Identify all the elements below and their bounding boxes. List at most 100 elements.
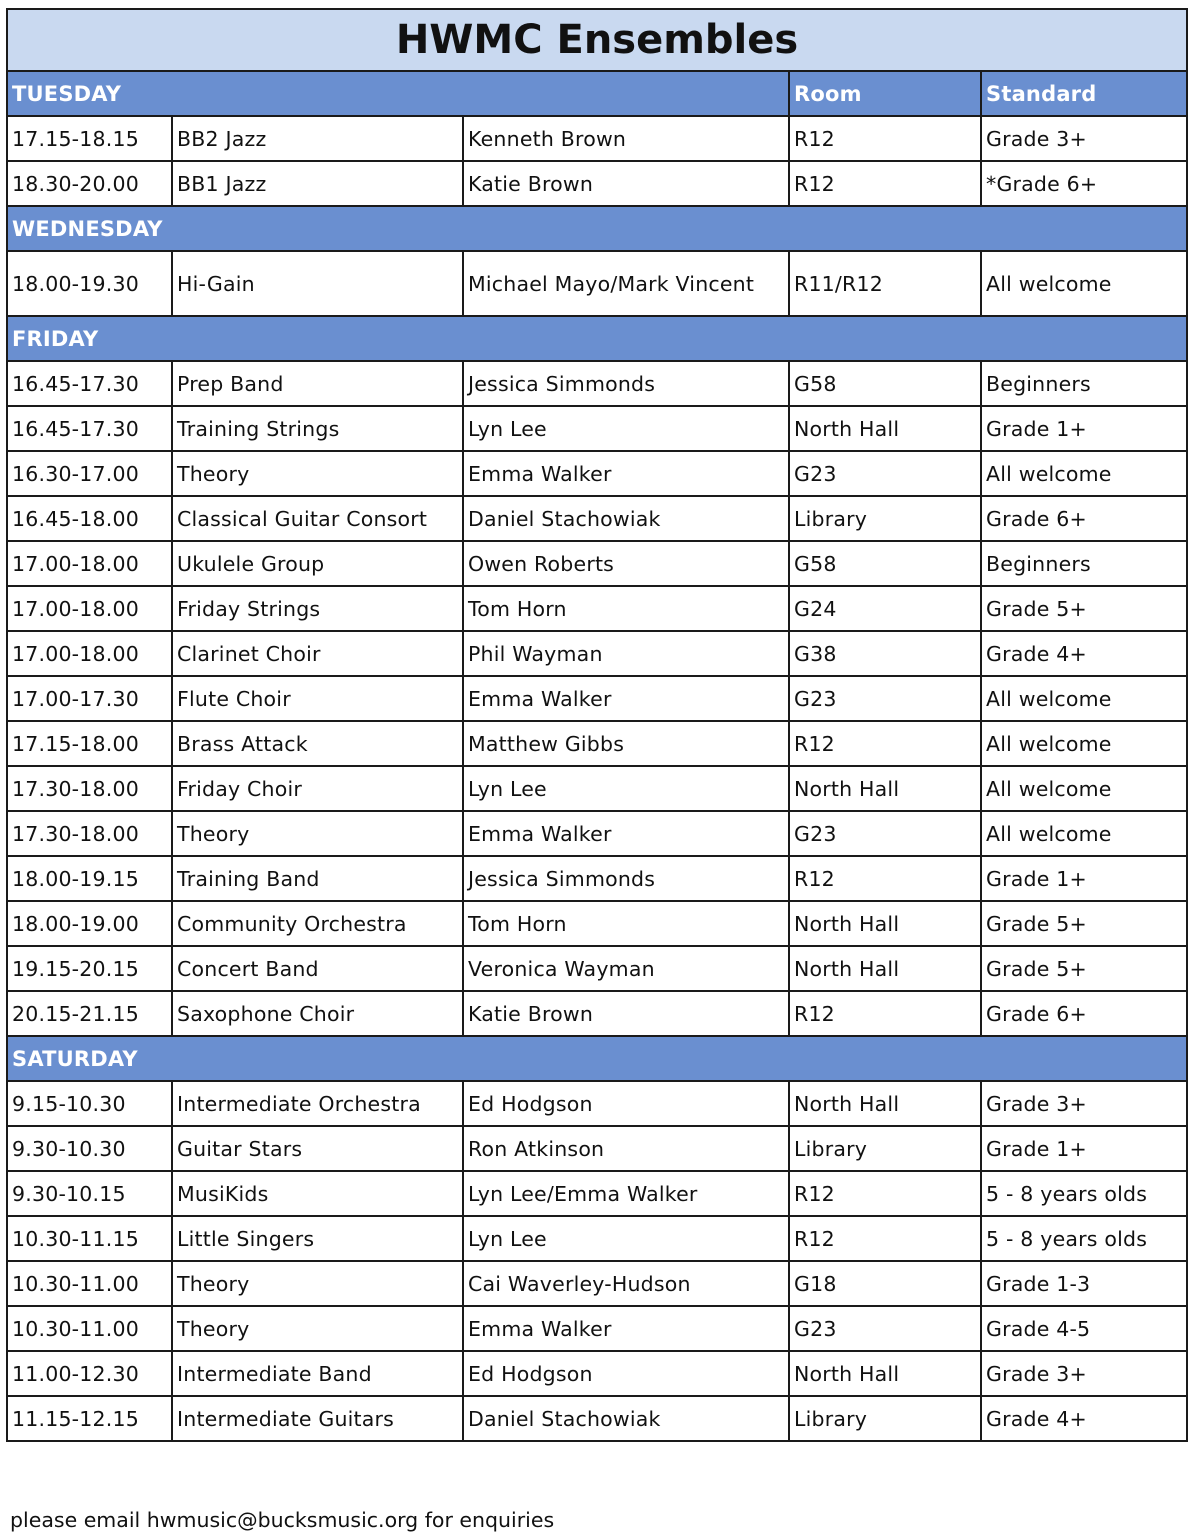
cell-standard: All welcome	[979, 810, 1189, 857]
cell-leader: Ed Hodgson	[462, 1080, 790, 1127]
cell-standard: All welcome	[979, 250, 1189, 317]
cell-standard: Grade 1+	[979, 405, 1189, 452]
cell-time: 19.15-20.15	[6, 945, 173, 992]
cell-leader: Owen Roberts	[462, 540, 790, 587]
page-title: HWMC Ensembles	[5, 8, 1189, 72]
day-header-wednesday: WEDNESDAY	[5, 205, 1189, 252]
table-row: 16.45-17.30 Prep Band Jessica Simmonds G58 B…	[6, 360, 1189, 407]
day-label: WEDNESDAY	[5, 205, 1189, 252]
cell-ensemble: Community Orchestra	[171, 900, 464, 947]
cell-leader: Emma Walker	[462, 675, 790, 722]
cell-ensemble: Little Singers	[171, 1215, 464, 1262]
cell-leader: Tom Horn	[462, 585, 790, 632]
cell-room: Library	[788, 1125, 982, 1172]
cell-standard: 5 - 8 years olds	[979, 1215, 1189, 1262]
table-row: 17.00-18.00 Ukulele Group Owen Roberts G58 B…	[6, 540, 1189, 587]
cell-room: R12	[788, 160, 982, 207]
cell-time: 9.30-10.30	[6, 1125, 173, 1172]
column-header-standard: Standard	[979, 70, 1189, 117]
cell-ensemble: Brass Attack	[171, 720, 464, 767]
cell-leader: Phil Wayman	[462, 630, 790, 677]
cell-room: Library	[788, 495, 982, 542]
cell-standard: Grade 6+	[979, 990, 1189, 1037]
cell-standard: Grade 4+	[979, 1395, 1189, 1442]
cell-ensemble: Hi-Gain	[171, 250, 464, 317]
cell-room: G38	[788, 630, 982, 677]
cell-leader: Katie Brown	[462, 160, 790, 207]
table-row: 19.15-20.15 Concert Band Veronica Wayman No…	[6, 945, 1189, 992]
cell-leader: Katie Brown	[462, 990, 790, 1037]
cell-standard: Grade 3+	[979, 1350, 1189, 1397]
cell-room: R12	[788, 1215, 982, 1262]
table-row: 11.15-12.15 Intermediate Guitars Daniel St…	[6, 1395, 1189, 1442]
cell-time: 16.45-17.30	[6, 360, 173, 407]
table-row: 17.15-18.00 Brass Attack Matthew Gibbs R12 A…	[6, 720, 1189, 767]
cell-ensemble: Theory	[171, 1305, 464, 1352]
cell-time: 9.15-10.30	[6, 1080, 173, 1127]
cell-room: R11/R12	[788, 250, 982, 317]
cell-time: 16.45-17.30	[6, 405, 173, 452]
cell-leader: Ed Hodgson	[462, 1350, 790, 1397]
table-row: 10.30-11.00 Theory Cai Waverley-Hudson G18 G…	[6, 1260, 1189, 1307]
footer-note: please email hwmusic@bucksmusic.org for …	[10, 1508, 555, 1532]
cell-ensemble: Training Band	[171, 855, 464, 902]
cell-room: North Hall	[788, 405, 982, 452]
cell-room: R12	[788, 115, 982, 162]
day-header-tuesday: TUESDAY Room Standard	[6, 70, 1189, 117]
cell-ensemble: Saxophone Choir	[171, 990, 464, 1037]
cell-time: 18.00-19.00	[6, 900, 173, 947]
cell-leader: Cai Waverley-Hudson	[462, 1260, 790, 1307]
cell-time: 10.30-11.00	[6, 1305, 173, 1352]
cell-room: North Hall	[788, 1350, 982, 1397]
cell-standard: Grade 3+	[979, 1080, 1189, 1127]
cell-ensemble: Training Strings	[171, 405, 464, 452]
day-header-saturday: SATURDAY	[5, 1035, 1189, 1082]
cell-standard: Grade 4-5	[979, 1305, 1189, 1352]
cell-leader: Emma Walker	[462, 810, 790, 857]
table-row: 9.30-10.15 MusiKids Lyn Lee/Emma Walker R12…	[6, 1170, 1189, 1217]
cell-leader: Michael Mayo/Mark Vincent	[462, 250, 790, 317]
table-row: 17.30-18.00 Theory Emma Walker G23 All welco…	[6, 810, 1189, 857]
cell-ensemble: Intermediate Band	[171, 1350, 464, 1397]
cell-time: 17.30-18.00	[6, 810, 173, 857]
cell-ensemble: Guitar Stars	[171, 1125, 464, 1172]
cell-leader: Daniel Stachowiak	[462, 495, 790, 542]
cell-room: R12	[788, 1170, 982, 1217]
cell-standard: All welcome	[979, 765, 1189, 812]
cell-room: G58	[788, 360, 982, 407]
cell-standard: 5 - 8 years olds	[979, 1170, 1189, 1217]
cell-standard: Beginners	[979, 540, 1189, 587]
ensembles-table: HWMC Ensembles TUESDAY Room Standard 17.1…	[5, 8, 1189, 1442]
cell-time: 18.30-20.00	[6, 160, 173, 207]
cell-standard: Grade 5+	[979, 900, 1189, 947]
cell-room: North Hall	[788, 765, 982, 812]
day-label: SATURDAY	[5, 1035, 1189, 1082]
cell-room: G23	[788, 810, 982, 857]
cell-room: G23	[788, 675, 982, 722]
cell-ensemble: MusiKids	[171, 1170, 464, 1217]
cell-leader: Tom Horn	[462, 900, 790, 947]
table-row: 18.30-20.00 BB1 Jazz Katie Brown R12 *Grade …	[6, 160, 1189, 207]
table-row: 10.30-11.00 Theory Emma Walker G23 Grade 4-5	[6, 1305, 1189, 1352]
cell-standard: All welcome	[979, 675, 1189, 722]
cell-time: 17.00-17.30	[6, 675, 173, 722]
cell-leader: Ron Atkinson	[462, 1125, 790, 1172]
table-row: 16.30-17.00 Theory Emma Walker G23 All welco…	[6, 450, 1189, 497]
table-row: 9.30-10.30 Guitar Stars Ron Atkinson Librar…	[6, 1125, 1189, 1172]
cell-time: 10.30-11.00	[6, 1260, 173, 1307]
table-row: 11.00-12.30 Intermediate Band Ed Hodgson No…	[6, 1350, 1189, 1397]
cell-ensemble: Flute Choir	[171, 675, 464, 722]
cell-ensemble: Theory	[171, 1260, 464, 1307]
table-row: 20.15-21.15 Saxophone Choir Katie Brown R12…	[6, 990, 1189, 1037]
cell-ensemble: Prep Band	[171, 360, 464, 407]
column-header-room: Room	[788, 70, 982, 117]
table-row: 17.00-18.00 Friday Strings Tom Horn G24 Grad…	[6, 585, 1189, 632]
cell-standard: Grade 1+	[979, 1125, 1189, 1172]
cell-time: 17.30-18.00	[6, 765, 173, 812]
cell-time: 11.15-12.15	[6, 1395, 173, 1442]
cell-standard: All welcome	[979, 720, 1189, 767]
cell-leader: Lyn Lee	[462, 405, 790, 452]
cell-ensemble: BB2 Jazz	[171, 115, 464, 162]
day-label: FRIDAY	[5, 315, 1189, 362]
table-row: 10.30-11.15 Little Singers Lyn Lee R12 5 - 8…	[6, 1215, 1189, 1262]
